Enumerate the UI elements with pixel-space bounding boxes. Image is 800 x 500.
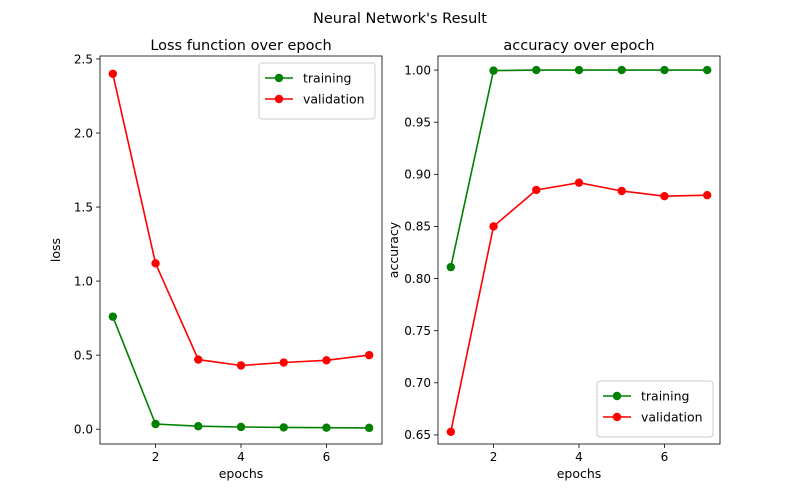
data-point-training xyxy=(660,65,669,75)
y-axis-label: loss xyxy=(48,238,63,262)
legend-marker-training xyxy=(274,73,284,83)
y-tick-label: 0.85 xyxy=(404,220,431,234)
figure-title: Neural Network's Result xyxy=(313,11,487,27)
legend-marker-validation xyxy=(274,94,284,104)
data-point-training xyxy=(194,422,203,431)
data-point-training xyxy=(151,419,160,429)
data-point-validation xyxy=(194,355,203,364)
series-training xyxy=(108,312,374,433)
data-point-validation xyxy=(660,192,669,201)
y-axis-label: accuracy xyxy=(386,221,401,278)
y-tick-label: 0.90 xyxy=(404,168,431,182)
plot-frame xyxy=(437,55,721,445)
data-point-validation xyxy=(279,358,288,367)
x-axis-label: epochs xyxy=(557,466,602,481)
legend: training validation xyxy=(596,380,714,438)
y-tick-label: 0.0 xyxy=(74,422,93,436)
data-point-validation xyxy=(702,190,712,200)
x-tick-label: 4 xyxy=(237,450,245,464)
legend-label-training: training xyxy=(641,389,689,404)
plots-container: Loss function over epoch 2 4 6 0.0 0.5 1.0 1.5 2… xyxy=(48,38,721,481)
legend-marker-training xyxy=(612,391,622,401)
series-line-training xyxy=(112,316,370,429)
data-point-validation xyxy=(236,361,246,370)
x-tick-label: 4 xyxy=(575,450,583,464)
y-tick-label: 1.00 xyxy=(404,63,431,77)
y-tick-label: 1.5 xyxy=(74,200,93,214)
series-training xyxy=(446,65,712,272)
data-point-validation xyxy=(446,427,456,437)
data-point-training xyxy=(702,65,712,75)
x-tick-label: 6 xyxy=(661,450,669,464)
y-tick-label: 0.95 xyxy=(404,115,431,129)
x-axis-label: epochs xyxy=(219,466,264,481)
data-point-training xyxy=(574,65,584,75)
y-tick-label: 2.5 xyxy=(74,52,93,66)
data-point-validation xyxy=(108,69,118,78)
data-point-validation xyxy=(574,178,584,187)
data-point-training xyxy=(532,65,541,75)
data-point-validation xyxy=(617,186,626,196)
legend-label-validation: validation xyxy=(303,92,365,107)
data-point-training xyxy=(236,422,246,432)
chart-title: Loss function over epoch xyxy=(150,38,331,54)
series-validation xyxy=(108,69,374,370)
data-point-training xyxy=(364,423,374,433)
series-validation xyxy=(446,178,712,437)
data-point-training xyxy=(279,423,288,432)
y-tick-label: 0.75 xyxy=(404,324,431,338)
legend-box xyxy=(596,380,714,438)
data-point-training xyxy=(489,66,498,75)
series-line-training xyxy=(450,69,708,268)
plot-frame xyxy=(99,55,383,445)
data-point-training xyxy=(446,262,456,272)
chart-title: accuracy over epoch xyxy=(503,38,654,54)
data-point-validation xyxy=(322,356,331,365)
x-tick-label: 2 xyxy=(152,450,160,464)
legend-marker-validation xyxy=(612,412,622,422)
data-point-validation xyxy=(532,185,541,195)
data-point-validation xyxy=(489,222,498,231)
chart-2: accuracy over epoch 2 4 6 0.65 0.70 0.75 0.80 0.… xyxy=(386,38,721,481)
chart-1: Loss function over epoch 2 4 6 0.0 0.5 1.0 1.5 2… xyxy=(48,38,383,481)
legend-label-validation: validation xyxy=(641,410,703,425)
legend: training validation xyxy=(258,62,376,120)
y-tick-label: 0.70 xyxy=(404,376,431,390)
data-point-validation xyxy=(151,259,160,268)
data-point-training xyxy=(617,65,626,75)
y-tick-label: 0.65 xyxy=(404,428,431,442)
legend-label-training: training xyxy=(303,71,351,86)
x-tick-label: 6 xyxy=(323,450,331,464)
data-point-validation xyxy=(364,350,374,360)
x-tick-label: 2 xyxy=(490,450,498,464)
y-tick-label: 0.5 xyxy=(74,348,93,362)
y-tick-label: 0.80 xyxy=(404,272,431,286)
legend-box xyxy=(258,62,376,120)
y-tick-label: 1.0 xyxy=(74,274,93,288)
data-point-training xyxy=(322,423,331,432)
y-tick-label: 2.0 xyxy=(74,126,93,140)
data-point-training xyxy=(108,312,118,321)
